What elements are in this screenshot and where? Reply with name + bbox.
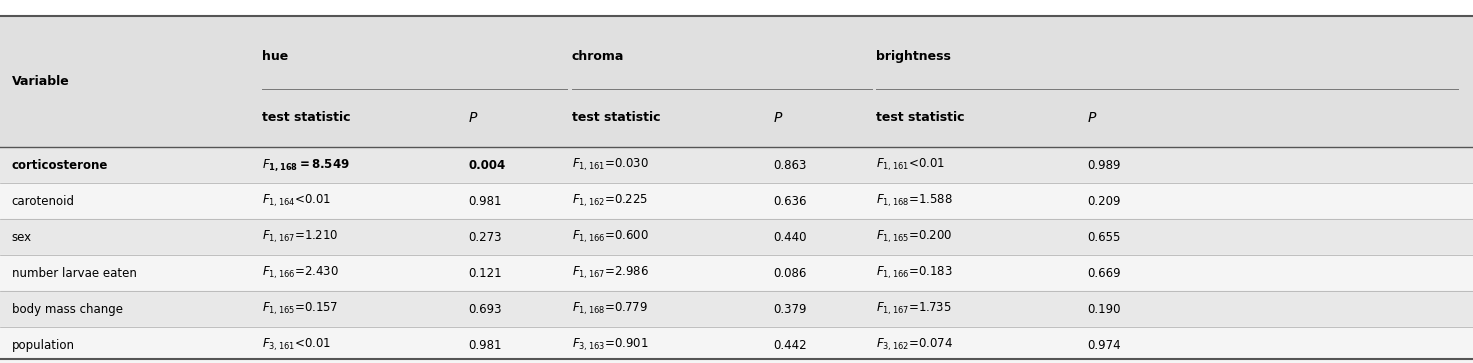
Text: 0.121: 0.121 (468, 266, 502, 280)
Text: Variable: Variable (12, 75, 69, 88)
Text: brightness: brightness (876, 50, 952, 63)
Text: 0.981: 0.981 (468, 195, 502, 208)
Text: 0.974: 0.974 (1087, 339, 1121, 351)
Text: 0.669: 0.669 (1087, 266, 1121, 280)
Text: 0.190: 0.190 (1087, 302, 1121, 315)
Text: 0.440: 0.440 (773, 231, 807, 244)
Text: $\mathit{F}_{1,162}$=0.225: $\mathit{F}_{1,162}$=0.225 (572, 193, 648, 209)
Text: 0.989: 0.989 (1087, 159, 1121, 171)
Text: body mass change: body mass change (12, 302, 122, 315)
Text: $\mathit{F}_{1,167}$=1.210: $\mathit{F}_{1,167}$=1.210 (262, 229, 339, 245)
Text: $\mathit{F}_{1,165}$=0.200: $\mathit{F}_{1,165}$=0.200 (876, 229, 953, 245)
Text: 0.086: 0.086 (773, 266, 807, 280)
Text: 0.004: 0.004 (468, 159, 505, 171)
Text: test statistic: test statistic (876, 111, 965, 125)
Bar (0, 219, 1473, 255)
Text: sex: sex (12, 231, 32, 244)
Text: $\mathit{F}_{3,161}$<0.01: $\mathit{F}_{3,161}$<0.01 (262, 337, 331, 353)
Text: number larvae eaten: number larvae eaten (12, 266, 137, 280)
Bar (0, 291, 1473, 327)
Text: $\mathit{F}_{1,167}$=1.735: $\mathit{F}_{1,167}$=1.735 (876, 301, 952, 317)
Text: $\mathit{F}_{3,163}$=0.901: $\mathit{F}_{3,163}$=0.901 (572, 337, 648, 353)
Text: 0.442: 0.442 (773, 339, 807, 351)
Text: 0.981: 0.981 (468, 339, 502, 351)
Text: chroma: chroma (572, 50, 625, 63)
Text: $\mathit{F}_{1,166}$=2.430: $\mathit{F}_{1,166}$=2.430 (262, 265, 339, 281)
Text: hue: hue (262, 50, 289, 63)
Text: $\mathbf{\mathit{F}}_{\mathbf{1,168}}$$\mathbf{=8.549}$: $\mathbf{\mathit{F}}_{\mathbf{1,168}}$$\… (262, 157, 351, 173)
Text: 0.655: 0.655 (1087, 231, 1121, 244)
Text: $\mathit{F}_{1,164}$<0.01: $\mathit{F}_{1,164}$<0.01 (262, 193, 331, 209)
Text: $\mathit{F}_{1,168}$=1.588: $\mathit{F}_{1,168}$=1.588 (876, 193, 953, 209)
Text: 0.379: 0.379 (773, 302, 807, 315)
Text: $\mathit{F}_{1,165}$=0.157: $\mathit{F}_{1,165}$=0.157 (262, 301, 339, 317)
Text: $\mathit{F}_{1,161}$=0.030: $\mathit{F}_{1,161}$=0.030 (572, 157, 648, 173)
Bar (0, 183, 1473, 219)
Text: population: population (12, 339, 75, 351)
Text: 0.863: 0.863 (773, 159, 807, 171)
Text: $\mathit{P}$: $\mathit{P}$ (1087, 111, 1097, 125)
Text: $\mathit{F}_{1,167}$=2.986: $\mathit{F}_{1,167}$=2.986 (572, 265, 648, 281)
Text: $\mathit{F}_{1,161}$<0.01: $\mathit{F}_{1,161}$<0.01 (876, 157, 946, 173)
Text: 0.273: 0.273 (468, 231, 502, 244)
Text: $\mathit{P}$: $\mathit{P}$ (773, 111, 784, 125)
Text: $\mathit{P}$: $\mathit{P}$ (468, 111, 479, 125)
Text: test statistic: test statistic (262, 111, 351, 125)
Text: 0.636: 0.636 (773, 195, 807, 208)
Text: $\mathit{F}_{1,168}$=0.779: $\mathit{F}_{1,168}$=0.779 (572, 301, 647, 317)
Text: carotenoid: carotenoid (12, 195, 75, 208)
Text: 0.209: 0.209 (1087, 195, 1121, 208)
Text: 0.693: 0.693 (468, 302, 502, 315)
Text: $\mathit{F}_{1,166}$=0.600: $\mathit{F}_{1,166}$=0.600 (572, 229, 648, 245)
Text: $\mathit{F}_{1,166}$=0.183: $\mathit{F}_{1,166}$=0.183 (876, 265, 953, 281)
Bar (0, 16, 1473, 147)
Bar (0, 255, 1473, 291)
Text: test statistic: test statistic (572, 111, 660, 125)
Text: $\mathit{F}_{3,162}$=0.074: $\mathit{F}_{3,162}$=0.074 (876, 337, 953, 353)
Text: corticosterone: corticosterone (12, 159, 108, 171)
Bar (0, 147, 1473, 183)
Bar (0, 327, 1473, 363)
